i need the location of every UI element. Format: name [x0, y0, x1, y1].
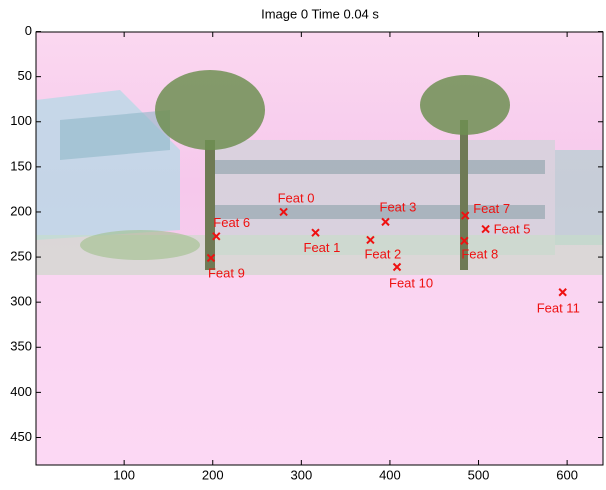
feature-label: Feat 3: [380, 199, 417, 214]
x-tick-label: 100: [113, 467, 135, 482]
feature-label: Feat 8: [461, 246, 498, 261]
y-tick-label: 350: [10, 339, 32, 354]
feature-label: Feat 6: [213, 215, 250, 230]
y-tick-label: 0: [25, 23, 32, 38]
feature-label: Feat 9: [208, 265, 245, 280]
y-tick-label: 50: [18, 68, 32, 83]
feature-label: Feat 1: [304, 240, 341, 255]
y-tick-label: 250: [10, 249, 32, 264]
feature-label: Feat 11: [537, 301, 580, 316]
y-tick-label: 150: [10, 158, 32, 173]
chart: Image 0 Time 0.04 s 100 200 300 400 500 600 0 5…: [0, 0, 606, 485]
x-tick-label: 300: [290, 467, 312, 482]
x-tick-label: 600: [556, 467, 578, 482]
x-tick-label: 400: [379, 467, 401, 482]
x-tick-label: 500: [468, 467, 490, 482]
chart-title: Image 0 Time 0.04 s: [261, 6, 379, 21]
y-tick-label: 450: [10, 429, 32, 444]
y-tick-label: 200: [10, 203, 32, 218]
feature-label: Feat 10: [389, 275, 433, 290]
feature-label: Feat 2: [364, 246, 401, 261]
y-tick-label: 400: [10, 384, 32, 399]
x-tick-label: 200: [202, 467, 224, 482]
y-tick-label: 300: [10, 294, 32, 309]
feature-label: Feat 7: [473, 201, 510, 216]
y-tick-label: 100: [10, 113, 32, 128]
feature-label: Feat 0: [278, 190, 315, 205]
feature-label: Feat 5: [494, 222, 531, 237]
